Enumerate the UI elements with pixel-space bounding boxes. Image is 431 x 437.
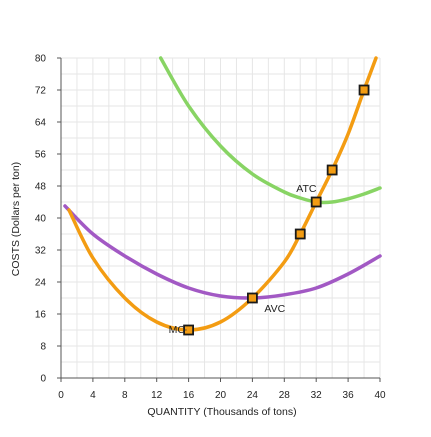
x-axis-title: QUANTITY (Thousands of tons) xyxy=(147,406,296,418)
y-tick-label: 40 xyxy=(35,214,47,225)
x-tick-label: 32 xyxy=(311,390,323,401)
data-point-marker xyxy=(358,84,370,96)
grid xyxy=(60,57,381,379)
y-axis-title: COSTS (Dollars per ton) xyxy=(10,162,22,276)
data-point-marker xyxy=(310,196,322,208)
y-tick-label: 24 xyxy=(35,278,47,289)
x-tick-label: 4 xyxy=(90,390,96,401)
series-line-mc xyxy=(67,56,378,332)
curves xyxy=(63,56,382,332)
x-tick-label: 36 xyxy=(343,390,355,401)
data-point-marker xyxy=(183,324,195,336)
annotations: MC AVC ATC xyxy=(169,183,317,336)
y-tick-label: 16 xyxy=(35,310,47,321)
data-point-marker xyxy=(294,228,306,240)
curve-label-avc: AVC xyxy=(264,303,285,315)
series-line-avc xyxy=(63,204,382,300)
x-tick-label: 0 xyxy=(58,390,64,401)
series-line-atc xyxy=(158,56,382,205)
y-tick-label: 8 xyxy=(40,342,46,353)
data-point-marker xyxy=(326,164,338,176)
y-tick-label: 72 xyxy=(35,86,47,97)
x-tick-label: 8 xyxy=(122,390,128,401)
y-tick-label: 48 xyxy=(35,182,47,193)
data-point-marker xyxy=(246,292,258,304)
y-tick-label: 64 xyxy=(35,118,47,129)
y-tick-label: 80 xyxy=(35,54,47,65)
x-tick-label: 40 xyxy=(374,390,386,401)
y-tick-label: 56 xyxy=(35,150,47,161)
x-tick-label: 12 xyxy=(151,390,163,401)
y-tick-label: 32 xyxy=(35,246,47,257)
x-tick-label: 20 xyxy=(215,390,227,401)
curve-label-atc: ATC xyxy=(296,183,317,195)
x-tick-label: 24 xyxy=(247,390,259,401)
x-tick-label: 16 xyxy=(183,390,195,401)
curve-label-mc: MC xyxy=(169,324,186,336)
x-tick-label: 28 xyxy=(279,390,291,401)
markers xyxy=(183,84,370,336)
y-tick-label: 0 xyxy=(40,374,46,385)
